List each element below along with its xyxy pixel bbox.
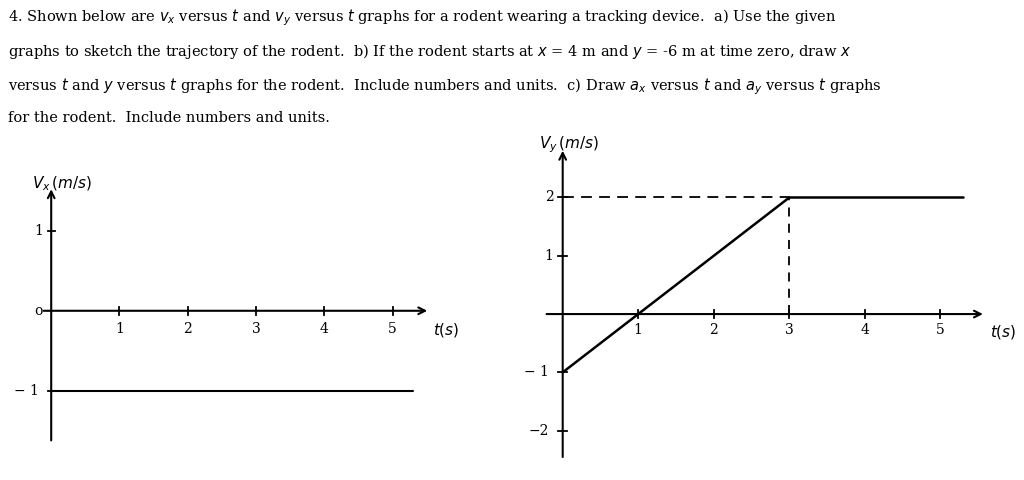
Text: $V_x\,(m/s)$: $V_x\,(m/s)$ bbox=[32, 175, 92, 193]
Text: $t(s)$: $t(s)$ bbox=[433, 321, 460, 339]
Text: 3: 3 bbox=[785, 324, 794, 337]
Text: graphs to sketch the trajectory of the rodent.  b) If the rodent starts at $x$ =: graphs to sketch the trajectory of the r… bbox=[8, 42, 852, 61]
Text: o: o bbox=[35, 304, 43, 318]
Text: for the rodent.  Include numbers and units.: for the rodent. Include numbers and unit… bbox=[8, 111, 330, 125]
Text: versus $t$ and $y$ versus $t$ graphs for the rodent.  Include numbers and units.: versus $t$ and $y$ versus $t$ graphs for… bbox=[8, 76, 882, 97]
Text: 4: 4 bbox=[860, 324, 869, 337]
Text: $V_y\,(m/s)$: $V_y\,(m/s)$ bbox=[539, 135, 599, 156]
Text: 1: 1 bbox=[545, 249, 554, 263]
Text: 3: 3 bbox=[252, 322, 260, 336]
Text: 4: 4 bbox=[319, 322, 329, 336]
Text: 1: 1 bbox=[34, 224, 43, 238]
Text: 4. Shown below are $v_x$ versus $t$ and $v_y$ versus $t$ graphs for a rodent wea: 4. Shown below are $v_x$ versus $t$ and … bbox=[8, 7, 837, 28]
Text: 2: 2 bbox=[545, 191, 554, 204]
Text: $t(s)$: $t(s)$ bbox=[989, 323, 1016, 341]
Text: −2: −2 bbox=[528, 424, 549, 438]
Text: 1: 1 bbox=[115, 322, 124, 336]
Text: 1: 1 bbox=[634, 324, 643, 337]
Text: − 1: − 1 bbox=[524, 365, 549, 379]
Text: − 1: − 1 bbox=[14, 384, 39, 398]
Text: 5: 5 bbox=[388, 322, 397, 336]
Text: 5: 5 bbox=[936, 324, 945, 337]
Text: 2: 2 bbox=[710, 324, 718, 337]
Text: 2: 2 bbox=[183, 322, 193, 336]
